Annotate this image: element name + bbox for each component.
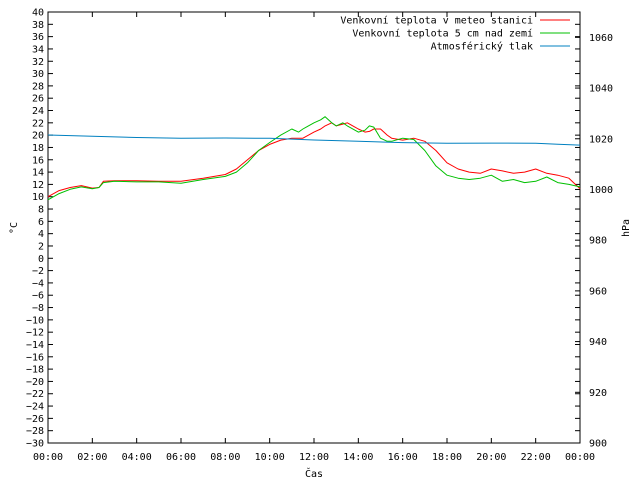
x-tick-label: 12:00 [299, 452, 329, 463]
y-tick-label: −26 [26, 414, 44, 425]
y-tick-label: −12 [26, 328, 44, 339]
y-tick-label: −4 [32, 278, 44, 289]
series-layer [47, 116, 581, 201]
y-tick-label: 32 [32, 57, 44, 68]
y-tick-label: −24 [26, 402, 44, 413]
y-tick-label: 30 [32, 69, 44, 80]
y-tick-label: 34 [32, 44, 44, 55]
y-tick-label: 26 [32, 94, 44, 105]
x-tick-label: 22:00 [521, 452, 551, 463]
y-tick-label: 14 [32, 168, 44, 179]
right-axis: 900 920 940 960 980 1000 1020 1040 1060 [575, 33, 613, 450]
x-tick-label: 10:00 [255, 452, 285, 463]
y-tick-label: −6 [32, 291, 44, 302]
legend-label-3: Atmosférický tlak [431, 41, 533, 53]
legend-label-2: Venkovní teplota 5 cm nad zemí [352, 28, 533, 40]
x-tick-label: 08:00 [210, 452, 240, 463]
y-tick-label: −14 [26, 340, 44, 351]
x-tick-label: 02:00 [77, 452, 107, 463]
y-tick-label: 28 [32, 81, 44, 92]
y2-tick-label: 940 [589, 337, 607, 348]
y2-tick-label: 980 [589, 236, 607, 247]
y-tick-label: −10 [26, 315, 44, 326]
plot-frame [47, 11, 581, 444]
y-axis-label: °C [9, 222, 20, 234]
y-tick-label: 18 [32, 143, 44, 154]
y-tick-label: 16 [32, 155, 44, 166]
y2-tick-label: 1000 [589, 185, 613, 196]
y-tick-label: −28 [26, 426, 44, 437]
x-tick-label: 16:00 [388, 452, 418, 463]
y-tick-label: 24 [32, 106, 44, 117]
y2-tick-label: 920 [589, 388, 607, 399]
y2-tick-label: 960 [589, 286, 607, 297]
y-tick-label: −30 [26, 439, 44, 450]
y-tick-label: 36 [32, 32, 44, 43]
y-tick-label: 4 [38, 229, 44, 240]
y-tick-label: −18 [26, 365, 44, 376]
series-line-1 [47, 122, 581, 198]
x-tick-label: 20:00 [476, 452, 506, 463]
y-tick-label: 6 [38, 217, 44, 228]
y-tick-label: 0 [38, 254, 44, 265]
y-tick-label: 2 [38, 241, 44, 252]
x-tick-label: 00:00 [565, 452, 595, 463]
series-line-3 [47, 134, 581, 146]
x-tick-label: 06:00 [166, 452, 196, 463]
y-tick-label: −8 [32, 303, 44, 314]
y2-tick-label: 1040 [589, 84, 613, 95]
y-tick-label: 8 [38, 205, 44, 216]
x-axis-label: Čas [305, 467, 323, 480]
legend: Venkovní teplota v meteo staniciVenkovní… [340, 15, 570, 53]
y2-tick-label: 1060 [589, 33, 613, 44]
x-tick-label: 14:00 [343, 452, 373, 463]
y-tick-label: 20 [32, 131, 44, 142]
y2-axis-label: hPa [621, 219, 632, 237]
y-tick-label: 10 [32, 192, 44, 203]
x-tick-label: 00:00 [33, 452, 63, 463]
y-tick-label: −16 [26, 352, 44, 363]
x-axis: 00:00 02:00 04:00 06:00 08:00 10:00 12:00 14:00… [33, 12, 595, 463]
y-tick-label: −20 [26, 377, 44, 388]
x-tick-label: 18:00 [432, 452, 462, 463]
legend-label-1: Venkovní teplota v meteo stanici [340, 15, 533, 27]
y-tick-label: 38 [32, 20, 44, 31]
y-tick-label: 22 [32, 118, 44, 129]
x-tick-label: 04:00 [122, 452, 152, 463]
y-tick-label: 12 [32, 180, 44, 191]
y-tick-label: −22 [26, 389, 44, 400]
y2-tick-label: 900 [589, 439, 607, 450]
y-tick-label: 40 [32, 8, 44, 19]
y-tick-label: −2 [32, 266, 44, 277]
y2-tick-label: 1020 [589, 134, 613, 145]
left-axis: 4038363432302826242220181614121086420−2−… [26, 8, 580, 450]
series-line-2 [47, 116, 581, 201]
